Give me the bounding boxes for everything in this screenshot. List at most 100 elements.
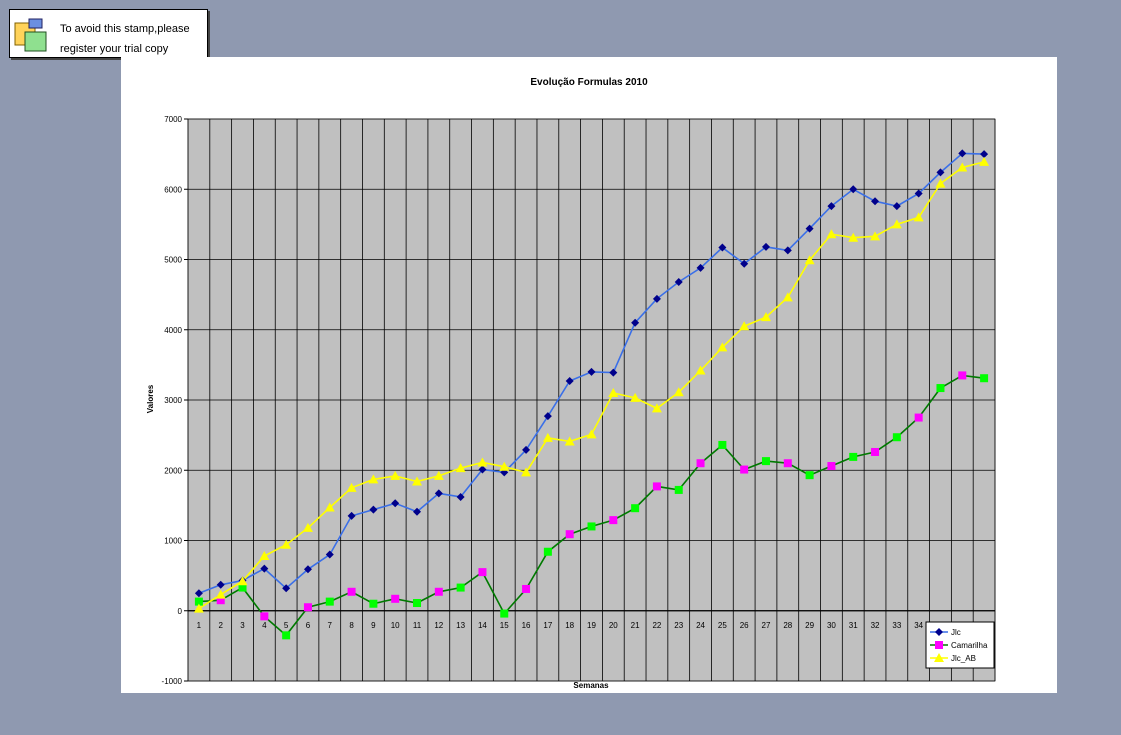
data-point-jlc_ab [935,178,946,188]
x-tick-label: 12 [434,621,443,630]
data-point-jlc [980,150,989,159]
data-point-camarilha [674,485,683,494]
data-point-jlc [391,499,400,508]
x-tick-label: 5 [284,621,289,630]
y-axis-ticks: -1000 0 1000 2000 3000 4000 5000 6000 7000 [162,115,188,686]
legend-swatch-marker [935,641,943,649]
y-tick-label: 5000 [164,256,182,265]
data-point-camarilha [303,603,312,612]
data-point-camarilha [434,587,443,596]
data-point-camarilha [827,462,836,471]
data-point-camarilha [260,612,269,621]
x-tick-label: 7 [328,621,333,630]
data-point-camarilha [761,457,770,466]
data-point-camarilha [783,459,792,468]
stamp-line-1: To avoid this stamp,please [60,23,190,35]
data-point-jlc [805,224,814,233]
data-point-camarilha [740,465,749,474]
data-point-jlc_ab [630,392,641,402]
legend-entry-jlc_ab: Jlc_AB [951,654,976,663]
data-point-camarilha [958,371,967,380]
data-point-jlc [543,412,552,421]
data-point-camarilha [543,547,552,556]
data-point-jlc_ab [324,502,335,512]
data-point-jlc_ab [804,255,815,265]
data-point-jlc_ab [542,432,553,442]
data-point-jlc_ab [979,156,990,166]
data-point-jlc_ab [521,467,532,477]
x-tick-label: 14 [478,621,487,630]
chart-sheet: Evolução Formulas 2010 -1000 0 1000 2000 300… [121,57,1057,693]
windows-icon [14,18,47,52]
data-point-jlc_ab [608,387,619,397]
data-point-camarilha [871,447,880,456]
data-point-camarilha [282,631,291,640]
data-point-jlc [303,565,312,574]
x-tick-label: 23 [674,621,683,630]
data-point-jlc [783,246,792,255]
data-point-jlc [871,197,880,206]
stamp-line-2: register your trial copy [60,43,169,55]
data-point-jlc_ab [957,162,968,172]
data-point-jlc_ab [891,219,902,229]
x-tick-label: 25 [718,621,727,630]
x-tick-label: 16 [522,621,531,630]
data-point-jlc_ab [499,461,510,471]
data-point-camarilha [849,452,858,461]
data-point-jlc [849,185,858,194]
data-point-jlc_ab [477,457,488,467]
data-point-jlc_ab [455,463,466,473]
data-point-jlc [674,277,683,286]
data-point-jlc_ab [412,476,423,486]
x-tick-label: 24 [696,621,705,630]
x-tick-label: 15 [500,621,509,630]
data-point-camarilha [369,599,378,608]
data-point-camarilha [892,433,901,442]
data-point-camarilha [631,504,640,513]
data-point-jlc_ab [564,436,575,446]
data-point-jlc [434,489,443,498]
data-point-jlc_ab [717,342,728,352]
legend-swatch-marker [934,653,944,662]
data-point-jlc_ab [673,387,684,397]
data-point-camarilha [500,609,509,618]
data-point-jlc_ab [695,365,706,375]
y-tick-label: 0 [178,607,183,616]
data-point-jlc_ab [433,470,444,480]
data-point-jlc [718,243,727,252]
data-point-camarilha [914,413,923,422]
x-tick-label: 1 [197,621,202,630]
data-point-jlc_ab [848,232,859,242]
chart-title: Evolução Formulas 2010 [530,77,648,88]
x-tick-label: 19 [587,621,596,630]
x-tick-label: 4 [262,621,267,630]
y-tick-label: 1000 [164,537,182,546]
data-point-jlc [282,584,291,593]
data-point-jlc [325,550,334,559]
data-point-jlc_ab [193,603,204,613]
data-point-camarilha [194,597,203,606]
data-point-camarilha [216,596,225,605]
x-tick-label: 13 [456,621,465,630]
data-point-jlc_ab [281,539,292,549]
x-tick-label: 28 [783,621,792,630]
data-point-camarilha [718,440,727,449]
x-tick-label: 10 [391,621,400,630]
data-point-jlc_ab [368,474,379,484]
data-point-jlc [609,368,618,377]
y-tick-label: -1000 [162,677,183,686]
x-tick-label: 9 [371,621,376,630]
data-point-jlc [369,505,378,514]
x-tick-label: 17 [543,621,552,630]
x-tick-label: 6 [306,621,311,630]
y-tick-label: 6000 [164,185,182,194]
data-point-camarilha [413,599,422,608]
data-point-jlc [696,263,705,272]
data-point-jlc_ab [586,429,597,439]
gridlines [187,118,996,682]
data-point-jlc [761,242,770,251]
x-tick-label: 20 [609,621,618,630]
data-point-jlc [522,445,531,454]
data-point-jlc [936,168,945,177]
x-tick-label: 34 [914,621,923,630]
